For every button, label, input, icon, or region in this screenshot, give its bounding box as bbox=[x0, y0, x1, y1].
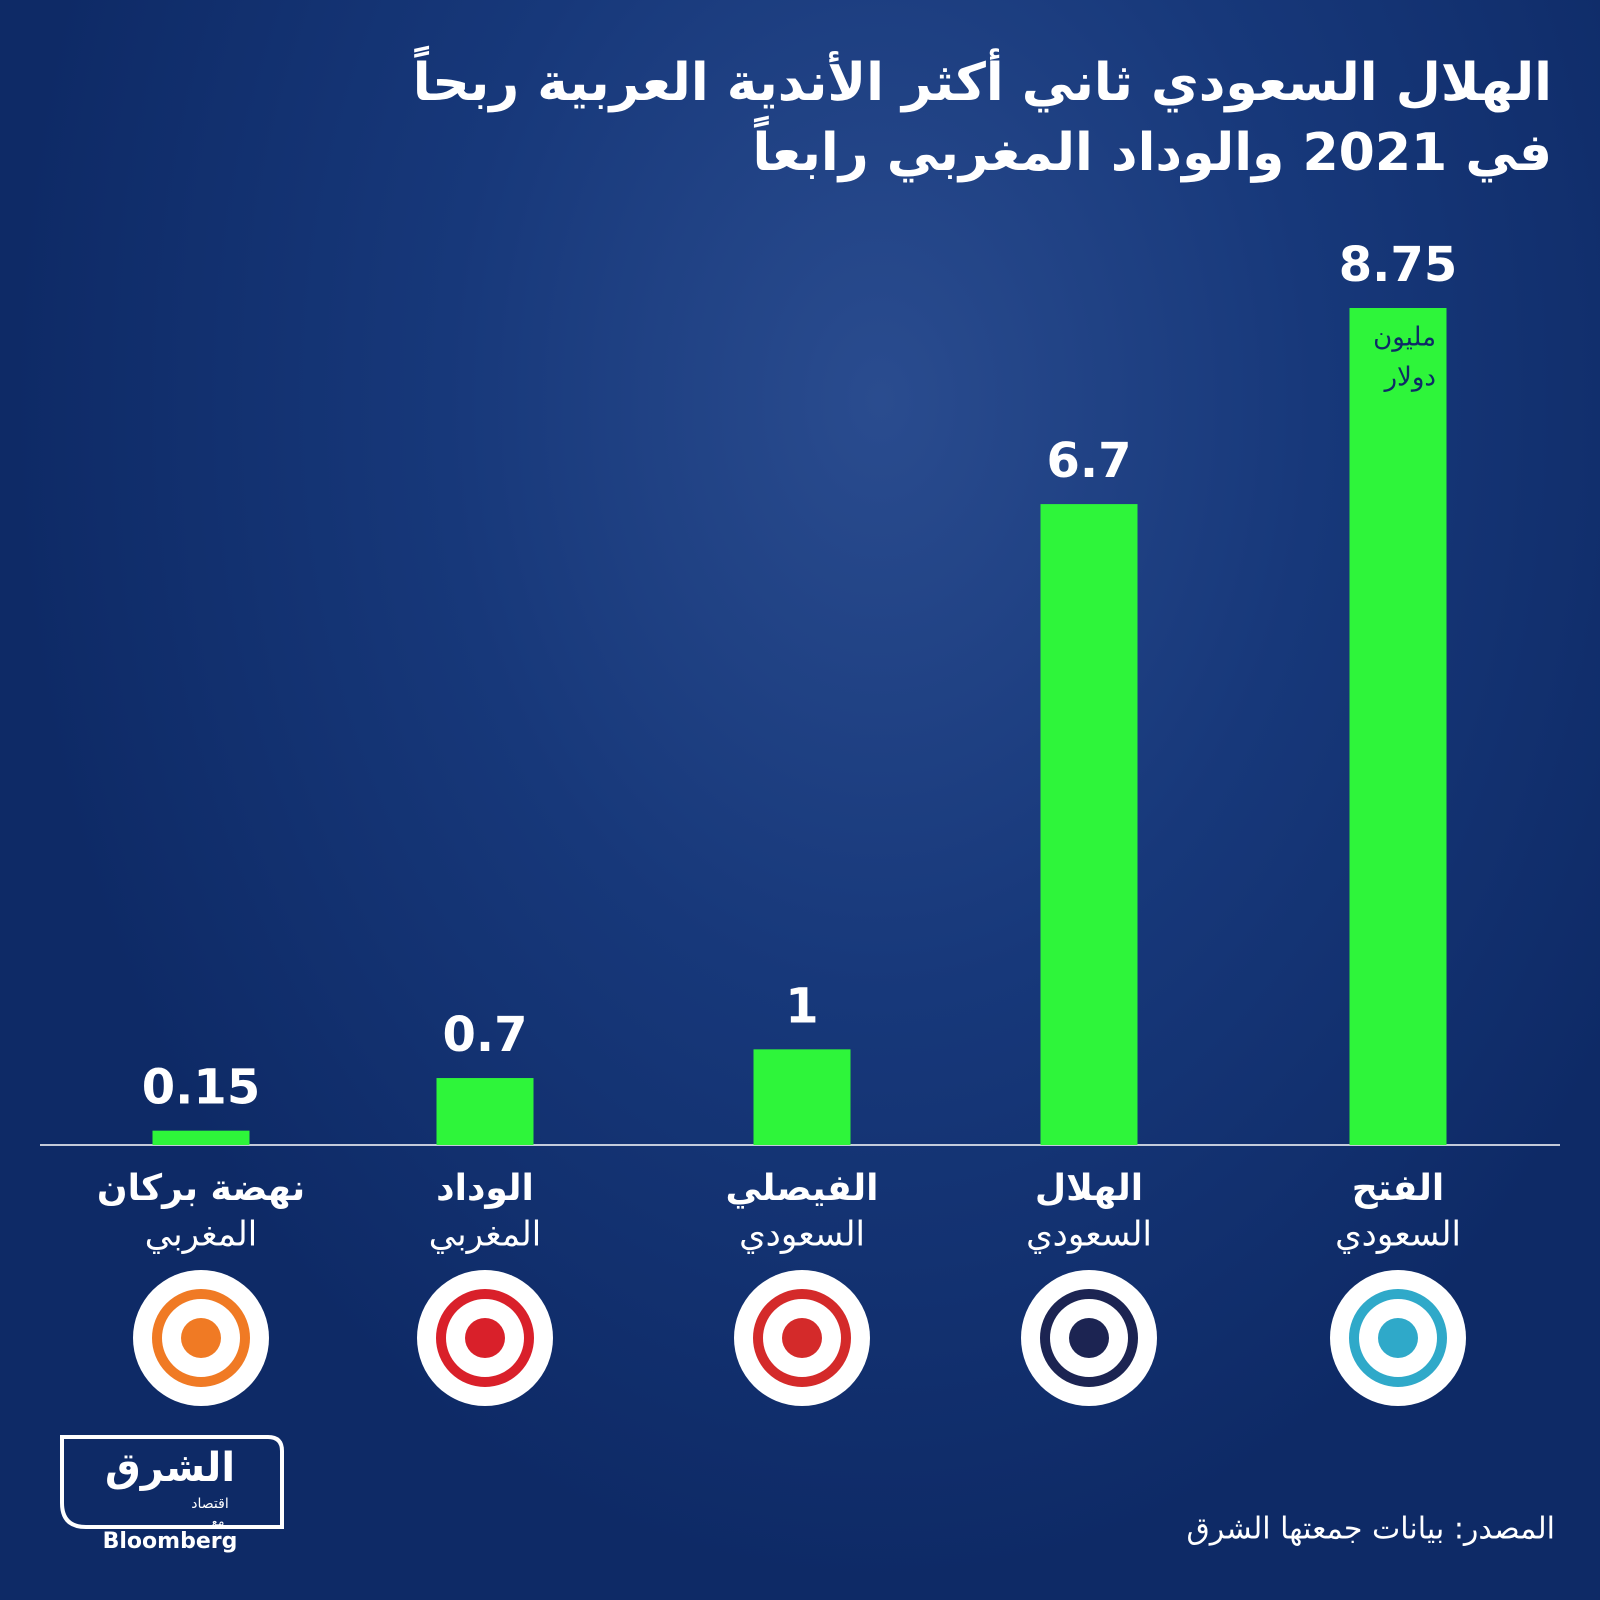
bar bbox=[152, 1130, 250, 1145]
value-label: 8.75 bbox=[1339, 237, 1457, 293]
bar bbox=[753, 1049, 851, 1145]
club-logo-emblem bbox=[436, 1289, 534, 1387]
value-label: 0.7 bbox=[442, 1007, 527, 1063]
bar bbox=[1349, 308, 1447, 1145]
club-logo-center bbox=[1069, 1318, 1109, 1358]
bar bbox=[1040, 504, 1138, 1145]
club-logo-center bbox=[1378, 1318, 1418, 1358]
category-label: الفتح bbox=[1352, 1168, 1444, 1209]
category-label: نهضة بركان bbox=[97, 1168, 305, 1209]
brand-logo: الشرق اقتصاد مع Bloomberg bbox=[60, 1435, 284, 1554]
club-logo-center bbox=[465, 1318, 505, 1358]
country-label: السعودي bbox=[739, 1215, 865, 1255]
brand-frame bbox=[60, 1435, 284, 1529]
unit-label: مليون bbox=[1373, 323, 1436, 353]
brand-section: اقتصاد bbox=[191, 1496, 228, 1512]
country-label: المغربي bbox=[429, 1215, 541, 1255]
source: المصدر: بيانات جمعتها الشرق bbox=[1186, 1512, 1555, 1547]
value-label: 1 bbox=[785, 978, 818, 1034]
brand-partner: Bloomberg bbox=[103, 1529, 238, 1554]
club-logo-emblem bbox=[1040, 1289, 1138, 1387]
club-logo-emblem bbox=[753, 1289, 851, 1387]
club-logo-center bbox=[782, 1318, 822, 1358]
category-label: الوداد bbox=[436, 1168, 534, 1209]
category-label: الفيصلي bbox=[725, 1168, 878, 1209]
club-logo-emblem bbox=[1349, 1289, 1447, 1387]
title: الهلال السعودي ثاني أكثر الأندية العربية… bbox=[413, 48, 1552, 188]
club-logo-center bbox=[181, 1318, 221, 1358]
country-label: السعودي bbox=[1026, 1215, 1152, 1255]
country-label: المغربي bbox=[145, 1215, 257, 1255]
category-label: الهلال bbox=[1035, 1168, 1143, 1209]
bar bbox=[436, 1078, 534, 1145]
title-line: الهلال السعودي ثاني أكثر الأندية العربية… bbox=[412, 53, 1552, 113]
brand-name: الشرق bbox=[105, 1445, 235, 1491]
brand-with: مع bbox=[212, 1515, 225, 1529]
value-label: 6.7 bbox=[1046, 433, 1131, 489]
title-line: في 2021 والوداد المغربي رابعاً bbox=[752, 123, 1553, 183]
club-logo-emblem bbox=[152, 1289, 250, 1387]
value-label: 0.15 bbox=[142, 1060, 260, 1116]
unit-label: دولار bbox=[1382, 363, 1436, 393]
country-label: السعودي bbox=[1335, 1215, 1461, 1255]
